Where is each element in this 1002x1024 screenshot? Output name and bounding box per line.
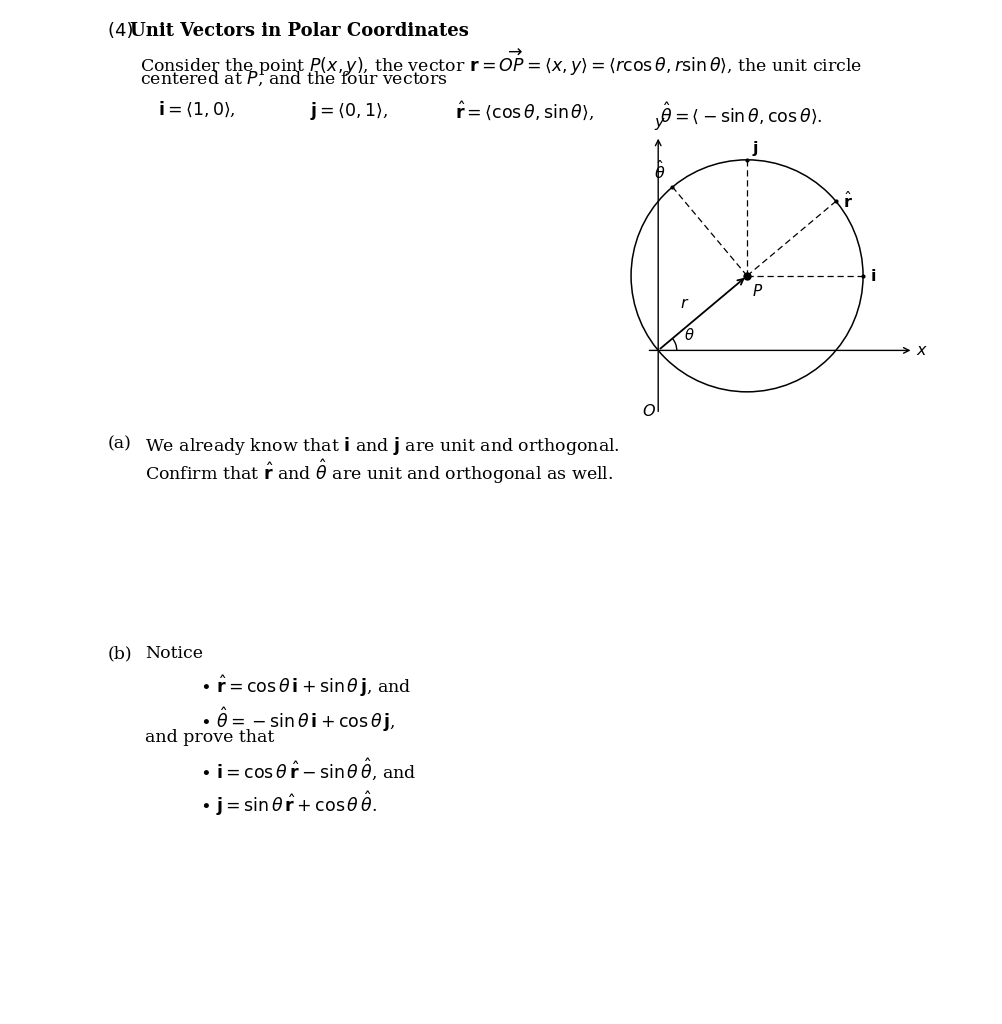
Text: (a): (a) [108,435,132,452]
Text: Notice: Notice [145,645,203,662]
Text: $\mathbf{i}$: $\mathbf{i}$ [870,268,876,284]
Text: $y$: $y$ [654,117,666,132]
Text: $O$: $O$ [642,402,656,419]
Text: $\hat{\mathbf{r}} = \langle \cos\theta, \sin\theta \rangle$,: $\hat{\mathbf{r}} = \langle \cos\theta, … [455,100,594,123]
Text: $\hat{\theta}$: $\hat{\theta}$ [654,161,665,182]
Text: $\hat{\theta} = \langle -\sin\theta, \cos\theta \rangle$.: $\hat{\theta} = \langle -\sin\theta, \co… [660,100,823,126]
Text: $\mathbf{j}$: $\mathbf{j}$ [752,138,759,158]
Text: $\hat{\mathbf{r}}$: $\hat{\mathbf{r}}$ [843,191,853,211]
Text: $\mathbf{i} = \langle 1, 0 \rangle$,: $\mathbf{i} = \langle 1, 0 \rangle$, [158,100,235,120]
Text: Consider the point $P(x, y)$, the vector $\mathbf{r} = \overrightarrow{OP} = \la: Consider the point $P(x, y)$, the vector… [140,48,863,79]
Text: $\theta$: $\theta$ [683,328,694,343]
Text: centered at $P$, and the four vectors: centered at $P$, and the four vectors [140,70,448,88]
Text: and prove that: and prove that [145,729,275,746]
Text: (b): (b) [108,645,132,662]
Text: $P$: $P$ [752,283,763,299]
Text: $x$: $x$ [916,343,928,358]
Text: $\bullet\ \mathbf{j} = \sin\theta\,\hat{\mathbf{r}} + \cos\theta\,\hat{\theta}$.: $\bullet\ \mathbf{j} = \sin\theta\,\hat{… [200,790,377,818]
Text: $\mathbf{j} = \langle 0, 1 \rangle$,: $\mathbf{j} = \langle 0, 1 \rangle$, [310,100,388,122]
Text: (4): (4) [108,22,139,40]
Text: We already know that $\mathbf{i}$ and $\mathbf{j}$ are unit and orthogonal.: We already know that $\mathbf{i}$ and $\… [145,435,620,457]
Text: $\bullet\ \mathbf{i} = \cos\theta\,\hat{\mathbf{r}} - \sin\theta\,\hat{\theta}$,: $\bullet\ \mathbf{i} = \cos\theta\,\hat{… [200,757,416,783]
Text: $\bullet\ \hat{\theta} = -\sin\theta\,\mathbf{i} + \cos\theta\,\mathbf{j}$,: $\bullet\ \hat{\theta} = -\sin\theta\,\m… [200,705,396,733]
Text: Unit Vectors in Polar Coordinates: Unit Vectors in Polar Coordinates [130,22,469,40]
Text: Confirm that $\hat{\mathbf{r}}$ and $\hat{\theta}$ are unit and orthogonal as we: Confirm that $\hat{\mathbf{r}}$ and $\ha… [145,457,613,485]
Text: $r$: $r$ [679,296,689,311]
Text: $\bullet\ \hat{\mathbf{r}} = \cos\theta\,\mathbf{i} + \sin\theta\,\mathbf{j}$, a: $\bullet\ \hat{\mathbf{r}} = \cos\theta\… [200,673,412,698]
